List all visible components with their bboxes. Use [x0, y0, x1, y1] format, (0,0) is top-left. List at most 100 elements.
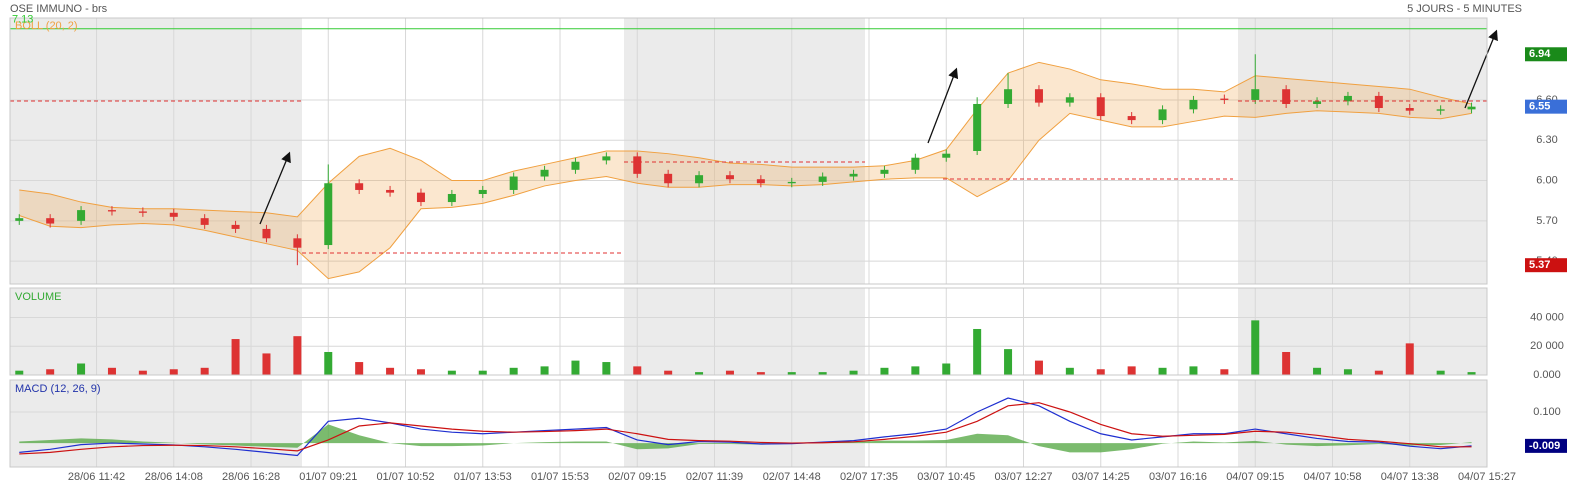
candle-body — [138, 211, 147, 213]
volume-bar — [725, 370, 734, 375]
volume-bar — [849, 370, 858, 375]
x-tick-label: 02/07 11:39 — [686, 471, 743, 483]
histogram-area — [19, 424, 1472, 453]
x-tick-label: 04/07 15:27 — [1458, 471, 1516, 483]
volume-bar — [911, 366, 920, 375]
arrow — [1464, 29, 1498, 109]
x-tick-label: 04/07 10:58 — [1303, 471, 1361, 483]
band-fill — [19, 62, 1472, 279]
band-lower — [19, 110, 1472, 280]
candle-body — [1220, 98, 1229, 100]
volume-bar — [1189, 366, 1198, 375]
candle-body — [1096, 97, 1105, 117]
volume-bar — [200, 367, 209, 375]
macd-line — [19, 402, 1472, 455]
x-tick-label: 03/07 14:25 — [1072, 471, 1130, 483]
volume-bar — [1065, 367, 1074, 375]
y-tick-label: 0.000 — [1533, 369, 1561, 381]
candle-body — [942, 153, 951, 158]
candle-body — [818, 176, 827, 182]
volume-bar — [509, 367, 518, 375]
candle-body — [664, 173, 673, 184]
x-tick-label: 03/07 16:16 — [1149, 471, 1207, 483]
volume-bar — [478, 370, 487, 375]
candle-body — [633, 156, 642, 174]
candle-body — [1343, 95, 1352, 102]
candle-body — [973, 103, 982, 151]
volume-bar — [107, 367, 116, 375]
candle-body — [355, 183, 364, 190]
volume-bar — [880, 367, 889, 375]
session-shade — [624, 18, 865, 284]
volume-bar — [1220, 369, 1229, 375]
x-tick-label: 03/07 10:45 — [917, 471, 975, 483]
panel-frame — [9, 17, 1488, 285]
x-tick-label: 02/07 17:35 — [840, 471, 898, 483]
candle-body — [1467, 106, 1476, 110]
volume-bar — [1158, 367, 1167, 375]
volume-bar — [1313, 367, 1322, 375]
candle-body — [15, 218, 24, 221]
volume-bar — [633, 366, 642, 375]
candle-body — [880, 169, 889, 174]
volume-bar — [973, 328, 982, 375]
levels — [10, 100, 1487, 254]
x-tick-label: 01/07 13:53 — [454, 471, 512, 483]
volume-bar — [1436, 370, 1445, 375]
candle-body — [262, 228, 271, 239]
y-tick-label: 40 000 — [1530, 311, 1564, 323]
panel-title: MACD (12, 26, 9) — [15, 383, 101, 395]
x-tick-label: 04/07 09:15 — [1226, 471, 1284, 483]
candle-body — [478, 189, 487, 194]
session-shade — [10, 18, 302, 284]
x-tick-label: 28/06 14:08 — [145, 471, 203, 483]
volume-bar — [1004, 349, 1013, 375]
chart-title: OSE IMMUNO - brs — [10, 3, 108, 15]
x-tick-label: 28/06 16:28 — [222, 471, 280, 483]
arrow — [259, 151, 291, 225]
candle-body — [1405, 108, 1414, 111]
volume-bar — [664, 370, 673, 375]
x-tick-label: 04/07 13:38 — [1381, 471, 1439, 483]
candle-body — [787, 181, 796, 184]
session-shade — [624, 288, 865, 375]
candle-body — [416, 192, 425, 203]
candle-body — [571, 161, 580, 170]
candle-body — [324, 183, 333, 246]
arrow — [927, 67, 959, 144]
value-marker-label: 5.37 — [1529, 259, 1550, 271]
volume-bar — [169, 369, 178, 375]
chart-subtitle: 5 JOURS - 5 MINUTES — [1407, 3, 1522, 15]
candle-body — [1189, 99, 1198, 110]
candle-body — [849, 173, 858, 177]
y-tick-label: 5.70 — [1536, 215, 1557, 227]
x-tick-label: 02/07 14:48 — [763, 471, 821, 483]
candle-body — [386, 189, 395, 193]
value-marker — [1525, 258, 1567, 273]
value-marker — [1525, 47, 1567, 62]
candle-body — [447, 193, 456, 203]
panel-title: VOLUME — [15, 291, 61, 303]
volume-bar — [355, 362, 364, 375]
arrows — [259, 29, 1498, 225]
volume-bar — [324, 351, 333, 375]
macd-line — [19, 397, 1472, 457]
band-upper — [19, 61, 1472, 218]
candle-body — [46, 218, 55, 224]
value-marker-label: 6.55 — [1529, 101, 1550, 113]
volume-bar — [386, 367, 395, 375]
y-tick-label: 20 000 — [1530, 340, 1564, 352]
volume-bar — [818, 372, 827, 375]
volume-bar — [1127, 366, 1136, 375]
candle-body — [77, 210, 86, 221]
y-tick-label: 6.00 — [1536, 174, 1557, 186]
candle-body — [509, 176, 518, 190]
volume-bar — [787, 372, 796, 375]
session-shade — [10, 288, 302, 375]
session-shade — [1238, 380, 1487, 467]
candle-body — [1034, 89, 1043, 103]
volume-bar — [293, 336, 302, 375]
volume-bar — [1467, 372, 1476, 375]
candle-body — [695, 175, 704, 184]
